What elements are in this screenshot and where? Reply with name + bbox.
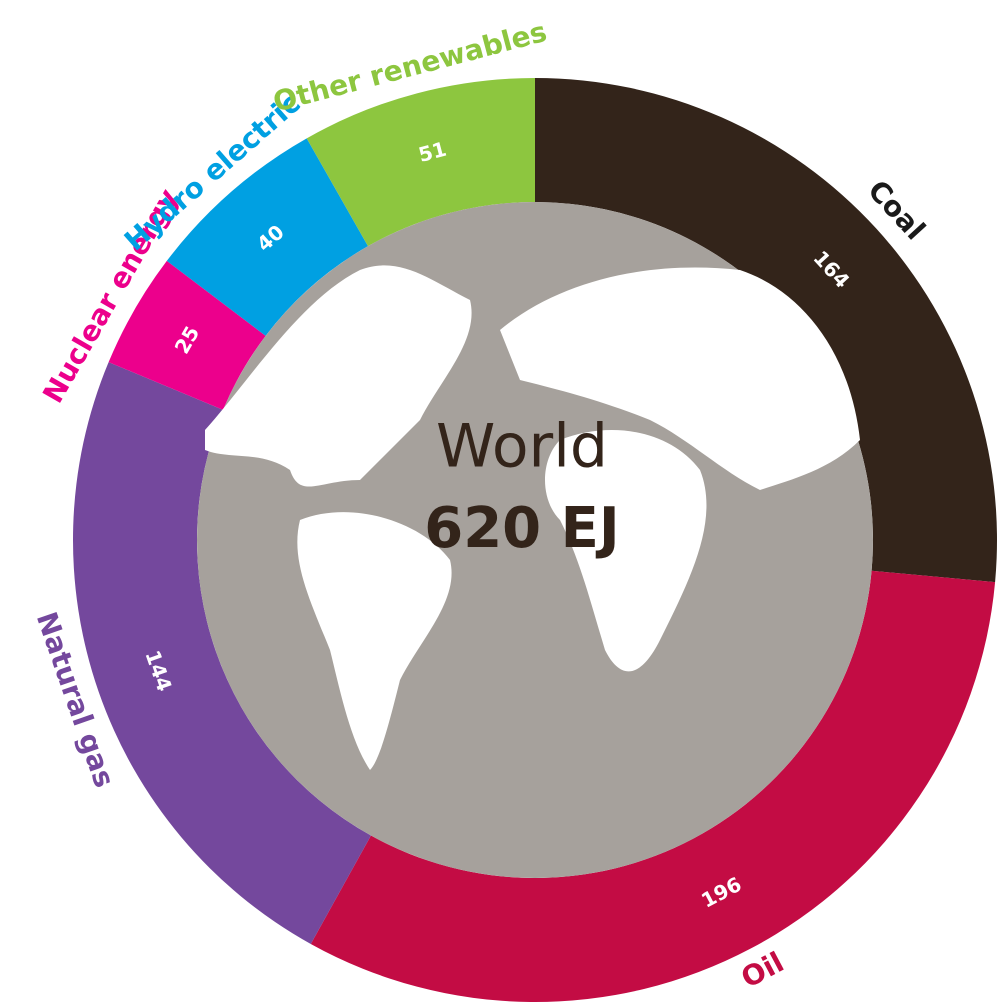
- donut-segment: [108, 260, 266, 410]
- donut-segment: [72, 362, 371, 944]
- donut-segment: [166, 138, 368, 336]
- donut-segment: [310, 570, 996, 1002]
- category-label: Oil: [736, 945, 789, 994]
- donut-segment: [535, 78, 997, 583]
- donut-segment: [306, 78, 535, 247]
- center-label: 620 EJ: [424, 496, 619, 561]
- continents: [205, 265, 860, 770]
- center-title: World: [436, 412, 608, 482]
